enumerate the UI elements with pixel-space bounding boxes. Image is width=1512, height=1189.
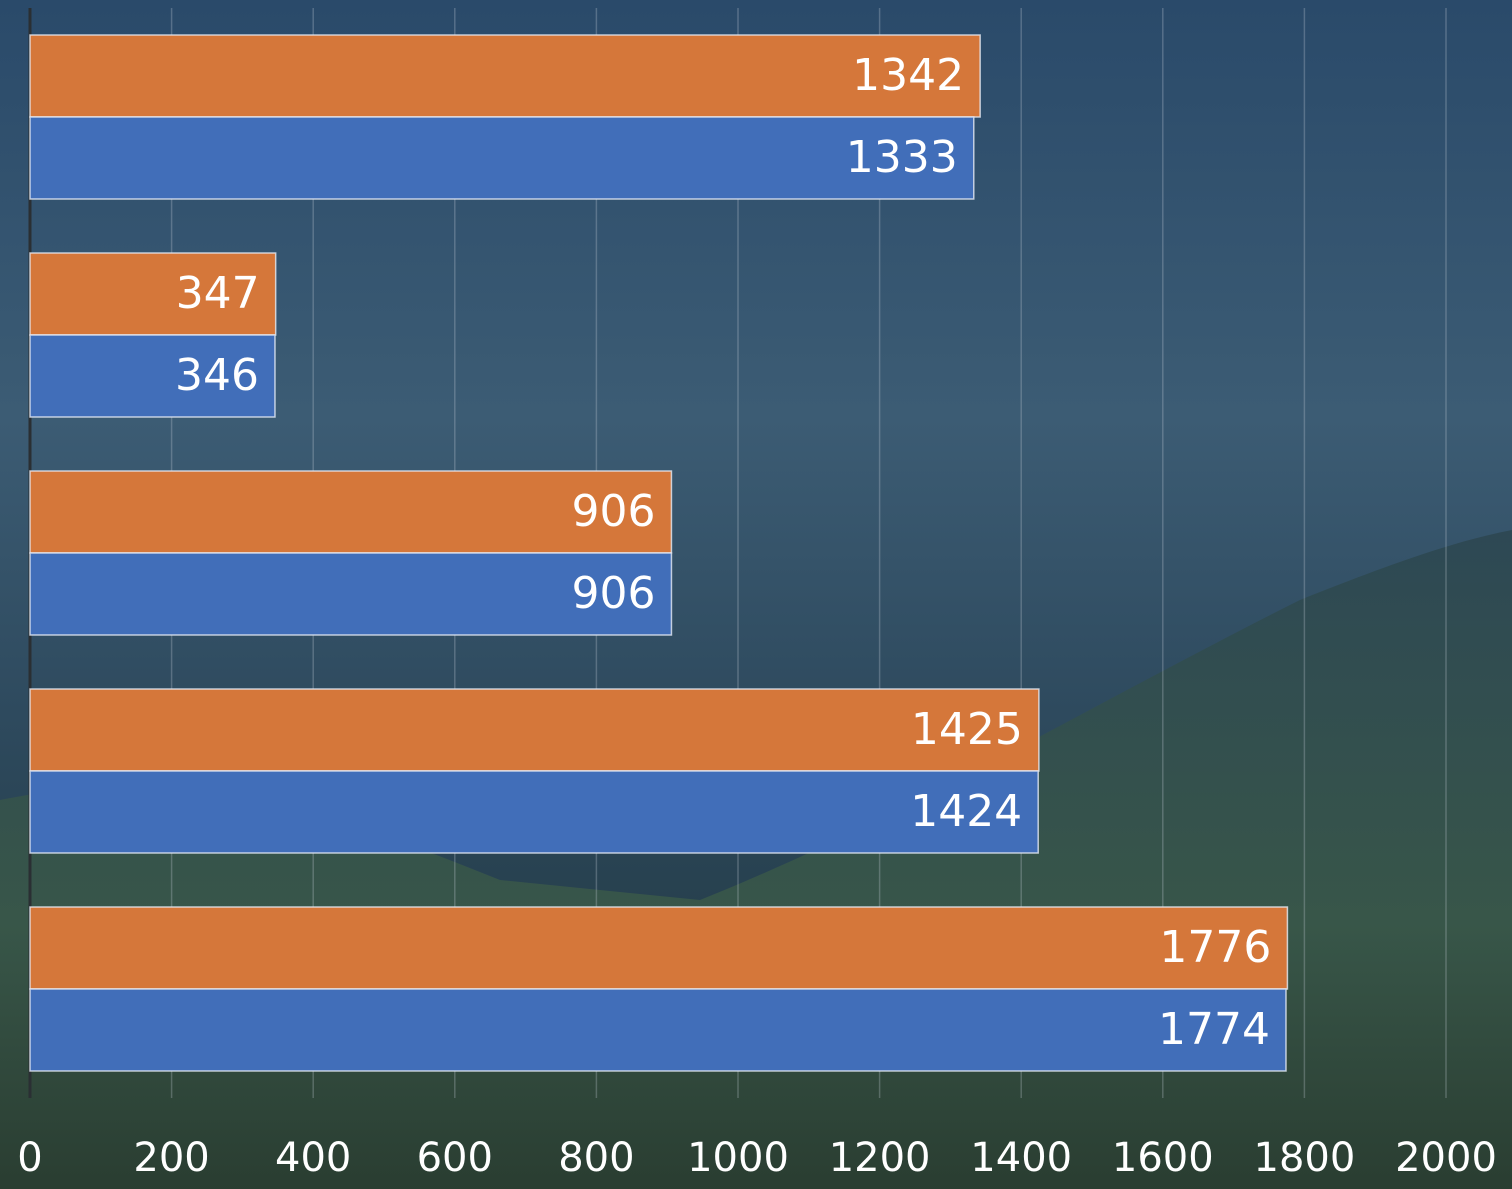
x-tick-label: 1600 [1112, 1135, 1214, 1181]
bar [29, 116, 975, 200]
data-label: 1342 [852, 50, 964, 101]
x-tick-label: 1800 [1254, 1135, 1356, 1181]
x-tick-label: 2000 [1395, 1135, 1497, 1181]
data-label: 1774 [1158, 1004, 1270, 1055]
data-label: 1333 [846, 132, 958, 183]
x-tick-label: 1200 [829, 1135, 931, 1181]
bar [29, 470, 673, 554]
bar [29, 34, 981, 118]
x-tick-label: 400 [275, 1135, 351, 1181]
data-label: 347 [176, 268, 260, 319]
x-tick-label: 1000 [687, 1135, 789, 1181]
data-label: 346 [175, 350, 259, 401]
data-label: 1424 [910, 786, 1022, 837]
x-tick-label: 1400 [970, 1135, 1072, 1181]
x-tick-label: 0 [17, 1135, 42, 1181]
bar [29, 688, 1040, 772]
data-label: 906 [571, 486, 655, 537]
bar [29, 334, 276, 418]
data-label: 906 [571, 568, 655, 619]
x-tick-label: 200 [133, 1135, 209, 1181]
bar [29, 552, 673, 636]
x-tick-label: 800 [558, 1135, 634, 1181]
bar [29, 252, 277, 336]
bar [29, 770, 1039, 854]
bar [29, 988, 1287, 1072]
x-tick-label: 600 [417, 1135, 493, 1181]
data-label: 1425 [911, 704, 1023, 755]
bar [29, 906, 1289, 990]
data-label: 1776 [1159, 922, 1271, 973]
